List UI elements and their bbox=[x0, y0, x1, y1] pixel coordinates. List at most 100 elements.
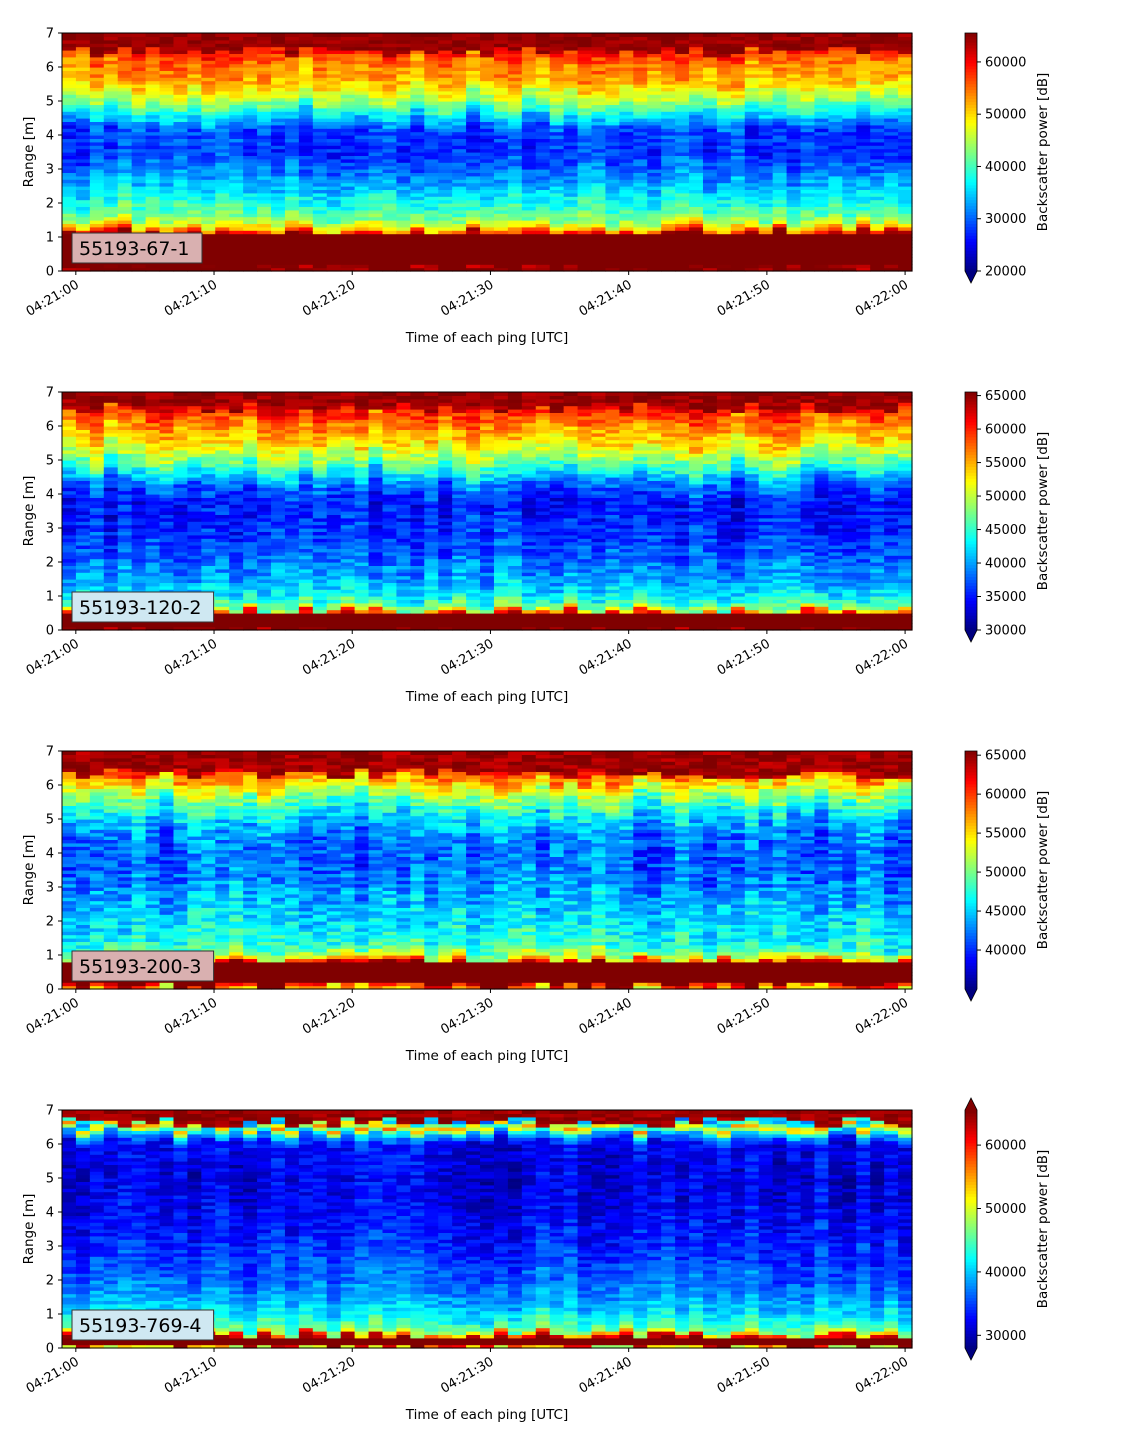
heatmap-cell bbox=[312, 50, 328, 54]
heatmap-cell bbox=[271, 104, 286, 109]
heatmap-cell bbox=[173, 90, 189, 95]
heatmap-cell bbox=[215, 114, 230, 119]
heatmap-cell bbox=[229, 179, 244, 184]
heatmap-cell bbox=[117, 63, 133, 68]
heatmap-cell bbox=[521, 70, 537, 75]
heatmap-cell bbox=[75, 409, 91, 413]
heatmap-cell bbox=[173, 582, 189, 587]
heatmap-cell bbox=[117, 626, 133, 631]
heatmap-cell bbox=[438, 33, 453, 37]
heatmap-cell bbox=[856, 87, 871, 92]
heatmap-cell bbox=[312, 53, 328, 58]
heatmap-cell bbox=[730, 39, 746, 44]
heatmap-cell bbox=[201, 186, 216, 190]
heatmap-cell bbox=[438, 209, 453, 214]
heatmap-cell bbox=[507, 70, 523, 75]
heatmap-cell bbox=[340, 46, 356, 51]
heatmap-cell bbox=[675, 169, 690, 173]
heatmap-cell bbox=[368, 230, 384, 235]
heatmap-cell bbox=[842, 80, 857, 85]
heatmap-cell bbox=[173, 514, 189, 519]
heatmap-cell bbox=[758, 70, 774, 75]
heatmap-cell bbox=[298, 233, 314, 238]
heatmap-cell bbox=[117, 97, 133, 102]
heatmap-cell bbox=[424, 135, 439, 139]
heatmap-cell bbox=[145, 511, 161, 515]
heatmap-cell bbox=[786, 101, 802, 105]
heatmap-cell bbox=[786, 60, 802, 65]
heatmap-cell bbox=[563, 90, 579, 95]
heatmap-cell bbox=[243, 148, 258, 153]
heatmap-cell bbox=[716, 46, 732, 51]
heatmap-cell bbox=[549, 233, 565, 238]
heatmap-cell bbox=[62, 94, 77, 99]
heatmap-cell bbox=[716, 80, 732, 85]
heatmap-cell bbox=[716, 203, 732, 207]
y-tick-label: 2 bbox=[46, 197, 54, 212]
heatmap-cell bbox=[62, 405, 77, 410]
heatmap-cell bbox=[438, 247, 453, 252]
heatmap-cell bbox=[284, 230, 300, 235]
heatmap-cell bbox=[689, 196, 704, 201]
heatmap-cell bbox=[619, 73, 634, 78]
heatmap-cell bbox=[633, 243, 648, 248]
heatmap-cell bbox=[201, 46, 216, 51]
heatmap-cell bbox=[62, 609, 77, 614]
heatmap-cell bbox=[898, 152, 913, 156]
heatmap-cell bbox=[75, 463, 91, 468]
heatmap-cell bbox=[716, 216, 732, 221]
heatmap-cell bbox=[159, 203, 175, 207]
heatmap-cell bbox=[716, 199, 732, 204]
heatmap-cell bbox=[340, 237, 356, 241]
heatmap-cell bbox=[605, 128, 620, 133]
heatmap-cell bbox=[730, 175, 746, 180]
heatmap-cell bbox=[716, 36, 732, 41]
heatmap-cell bbox=[410, 56, 425, 61]
heatmap-cell bbox=[201, 63, 216, 68]
heatmap-cell bbox=[326, 56, 342, 61]
heatmap-cell bbox=[480, 267, 495, 272]
heatmap-cell bbox=[62, 118, 77, 122]
heatmap-cell bbox=[312, 70, 328, 75]
heatmap-cell bbox=[577, 240, 593, 245]
heatmap-cell bbox=[800, 186, 816, 190]
heatmap-cell bbox=[173, 223, 189, 228]
heatmap-cell bbox=[828, 250, 843, 255]
heatmap-cell bbox=[131, 439, 147, 444]
heatmap-cell bbox=[103, 175, 119, 180]
heatmap-cell bbox=[89, 415, 105, 420]
heatmap-cell bbox=[689, 192, 704, 197]
heatmap-cell bbox=[145, 43, 161, 48]
heatmap-cell bbox=[62, 111, 77, 116]
heatmap-cell bbox=[493, 128, 509, 133]
heatmap-cell bbox=[647, 94, 662, 99]
heatmap-cell bbox=[702, 111, 718, 116]
heatmap-cell bbox=[340, 199, 356, 204]
heatmap-cell bbox=[702, 138, 718, 143]
heatmap-cell bbox=[758, 260, 774, 265]
heatmap-cell bbox=[772, 73, 788, 78]
heatmap-cell bbox=[675, 138, 690, 143]
heatmap-cell bbox=[201, 124, 216, 129]
heatmap-cell bbox=[480, 162, 495, 167]
heatmap-cell bbox=[633, 39, 648, 44]
heatmap-cell bbox=[675, 223, 690, 228]
heatmap-cell bbox=[271, 46, 286, 51]
heatmap-cell bbox=[591, 189, 607, 194]
heatmap-cell bbox=[103, 460, 119, 464]
heatmap-cell bbox=[382, 179, 398, 184]
heatmap-cell bbox=[145, 97, 161, 102]
heatmap-cell bbox=[215, 220, 230, 224]
heatmap-cell bbox=[62, 53, 77, 58]
heatmap-cell bbox=[145, 230, 161, 235]
heatmap-cell bbox=[480, 148, 495, 153]
heatmap-cell bbox=[605, 254, 620, 258]
heatmap-cell bbox=[271, 247, 286, 252]
heatmap-cell bbox=[298, 192, 314, 197]
heatmap-cell bbox=[591, 247, 607, 252]
heatmap-cell bbox=[800, 56, 816, 61]
heatmap-cell bbox=[577, 179, 593, 184]
colorbar-segment bbox=[965, 125, 977, 129]
heatmap-cell bbox=[772, 264, 788, 269]
heatmap-cell bbox=[62, 419, 77, 424]
